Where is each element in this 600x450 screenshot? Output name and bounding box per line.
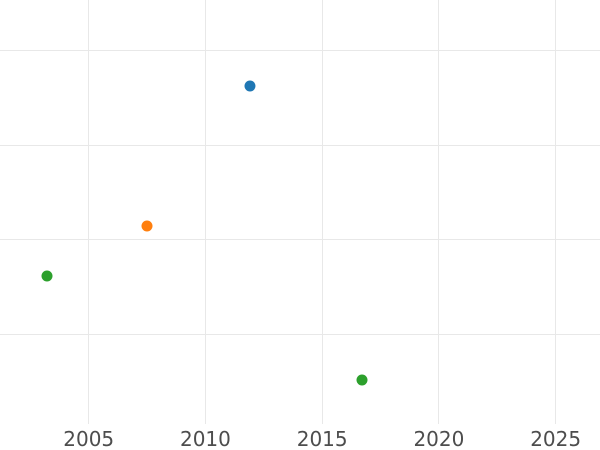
x-gridline <box>555 0 557 424</box>
x-gridline <box>204 0 206 424</box>
y-gridline <box>0 50 600 52</box>
data-point-series-blue <box>244 80 256 92</box>
y-gridline <box>0 239 600 241</box>
y-gridline <box>0 144 600 146</box>
x-tick-label: 2010 <box>179 427 231 450</box>
data-point-series-orange <box>141 220 153 232</box>
x-gridline <box>438 0 440 424</box>
x-tick-label: 2025 <box>530 427 582 450</box>
x-tick-label: 2020 <box>413 427 465 450</box>
x-gridline <box>88 0 90 424</box>
plot-area <box>0 0 600 424</box>
data-point-series-green <box>356 374 368 386</box>
data-point-series-green <box>41 270 53 282</box>
x-axis: 2005 2010 2015 2020 2025 <box>0 424 600 450</box>
x-tick-label: 2005 <box>63 427 115 450</box>
x-gridline <box>321 0 323 424</box>
y-gridline <box>0 333 600 335</box>
x-tick-label: 2015 <box>296 427 348 450</box>
